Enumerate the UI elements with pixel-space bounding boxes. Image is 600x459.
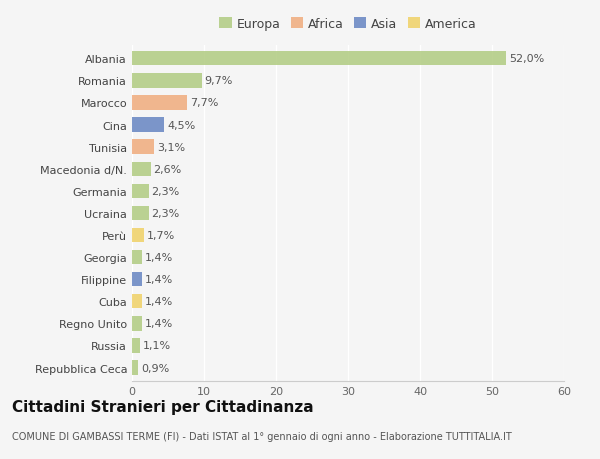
Text: 52,0%: 52,0% (509, 54, 545, 64)
Text: 1,4%: 1,4% (145, 319, 173, 329)
Bar (132, 74, 202, 88)
Text: COMUNE DI GAMBASSI TERME (FI) - Dati ISTAT al 1° gennaio di ogni anno - Elaboraz: COMUNE DI GAMBASSI TERME (FI) - Dati IST… (12, 431, 512, 442)
Text: 7,7%: 7,7% (190, 98, 218, 108)
Text: 2,3%: 2,3% (151, 208, 179, 218)
Bar (132, 339, 140, 353)
Bar (132, 294, 142, 309)
Bar (132, 361, 139, 375)
Bar (132, 184, 149, 199)
Bar (132, 317, 142, 331)
Bar (132, 272, 142, 287)
Bar (132, 118, 164, 133)
Text: 1,4%: 1,4% (145, 297, 173, 307)
Bar (132, 228, 144, 243)
Text: 1,4%: 1,4% (145, 252, 173, 263)
Text: 1,7%: 1,7% (147, 230, 175, 241)
Legend: Europa, Africa, Asia, America: Europa, Africa, Asia, America (217, 15, 479, 33)
Bar (132, 206, 149, 221)
Text: 2,6%: 2,6% (154, 164, 182, 174)
Text: 1,4%: 1,4% (145, 274, 173, 285)
Bar (132, 250, 142, 265)
Bar (132, 52, 506, 66)
Text: 3,1%: 3,1% (157, 142, 185, 152)
Text: 1,1%: 1,1% (143, 341, 171, 351)
Text: 4,5%: 4,5% (167, 120, 196, 130)
Bar (132, 162, 151, 177)
Text: 9,7%: 9,7% (205, 76, 233, 86)
Bar (132, 140, 154, 155)
Bar (132, 96, 187, 110)
Text: 0,9%: 0,9% (142, 363, 170, 373)
Text: Cittadini Stranieri per Cittadinanza: Cittadini Stranieri per Cittadinanza (12, 399, 314, 414)
Text: 2,3%: 2,3% (151, 186, 179, 196)
